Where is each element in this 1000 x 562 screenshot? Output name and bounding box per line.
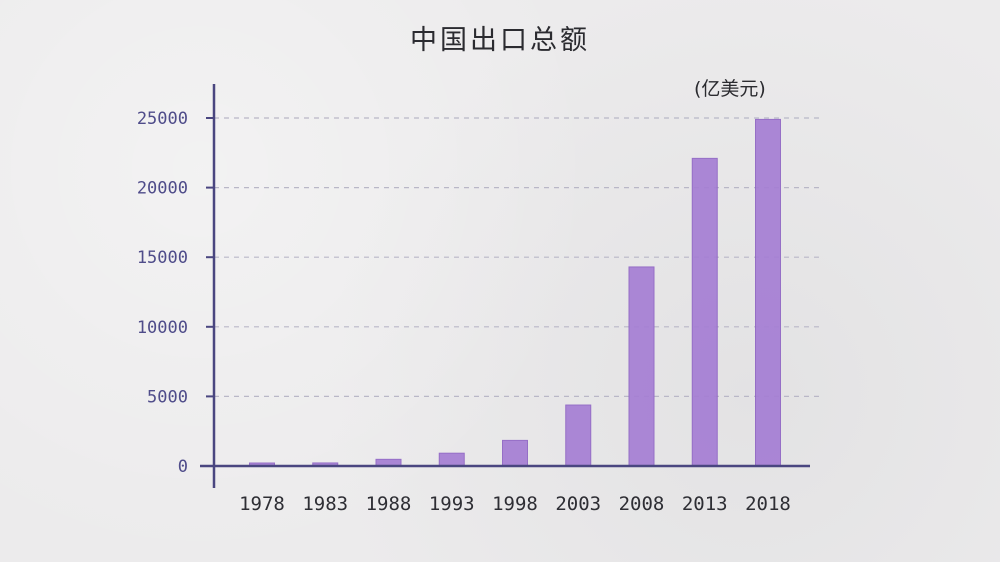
chart-unit-label: (亿美元) — [694, 78, 766, 100]
bar-2018 — [755, 118, 781, 467]
x-tick-label: 1983 — [302, 493, 348, 515]
y-tick-label: 0 — [178, 457, 188, 477]
y-tick-label: 15000 — [137, 248, 188, 268]
x-tick-label: 1988 — [366, 493, 412, 515]
bar-2013 — [691, 157, 718, 467]
x-tick-label: 2018 — [745, 493, 791, 515]
chart-title: 中国出口总额 — [410, 25, 590, 56]
bar-2003 — [565, 404, 592, 467]
x-tick-label: 2003 — [555, 493, 601, 515]
x-tick-label: 1998 — [492, 493, 538, 515]
y-tick-label: 25000 — [137, 109, 188, 129]
x-tick-label: 2013 — [682, 493, 728, 515]
x-tick-labels: 1978 1983 1988 1993 1998 2003 2008 2013 2018 — [239, 493, 791, 515]
x-tick-label: 2008 — [619, 493, 665, 515]
bars — [249, 118, 781, 467]
y-tick-labels: 0 5000 10000 15000 20000 25000 — [137, 109, 214, 477]
x-tick-label: 1978 — [239, 493, 285, 515]
bar-2008 — [628, 266, 655, 467]
y-tick-label: 10000 — [137, 318, 188, 338]
axes — [200, 84, 810, 488]
bar-1998 — [502, 439, 528, 467]
y-tick-label: 5000 — [147, 387, 188, 407]
y-tick-label: 20000 — [137, 179, 188, 199]
x-tick-label: 1993 — [429, 493, 475, 515]
grid-lines — [214, 117, 822, 397]
bar-1993 — [438, 452, 465, 467]
